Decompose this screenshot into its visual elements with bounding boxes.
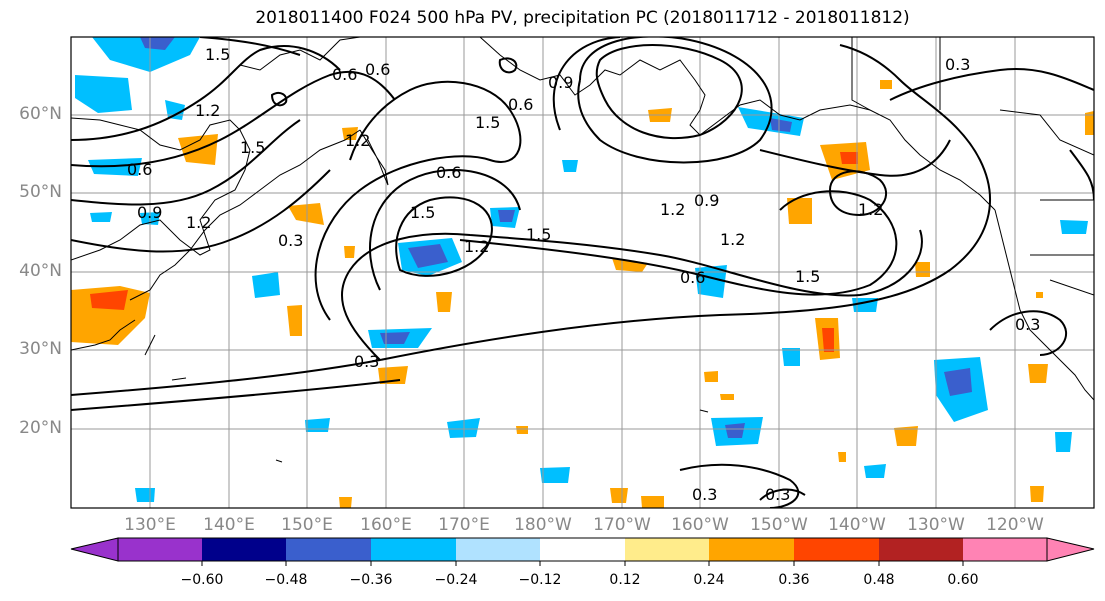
lat-label-60n: 60°N — [19, 104, 62, 124]
contour-label: 1.2 — [186, 213, 211, 232]
contour-label: 0.9 — [694, 191, 719, 210]
contour-labels: 1.5 0.6 0.6 1.5 1.2 0.3 1.2 1.5 0.6 0.9 … — [127, 45, 1040, 504]
contour-label: 0.9 — [548, 73, 573, 92]
precipitation-shading — [71, 37, 1094, 508]
colorbar-label: −0.48 — [264, 572, 308, 588]
contour-label: 0.6 — [680, 268, 705, 287]
colorbar-label: −0.36 — [349, 572, 393, 588]
lon-label-160w: 160°W — [671, 515, 729, 535]
contour-label: 1.5 — [475, 113, 500, 132]
colorbar — [70, 537, 1095, 566]
contour-label: 0.6 — [365, 60, 390, 79]
contour-label: 0.3 — [278, 231, 303, 250]
lon-label-170e: 170°E — [438, 515, 490, 535]
contour-label: 1.2 — [195, 101, 220, 120]
lat-label-30n: 30°N — [19, 339, 62, 359]
colorbar-label: 0.24 — [693, 572, 725, 588]
lon-label-120w: 120°W — [986, 515, 1044, 535]
graticule — [71, 37, 1094, 508]
lat-label-20n: 20°N — [19, 418, 62, 438]
colorbar-label: −0.24 — [434, 572, 478, 588]
contour-label: 0.3 — [945, 55, 970, 74]
lon-label-160e: 160°E — [360, 515, 412, 535]
contour-label: 1.2 — [720, 230, 745, 249]
colorbar-label: −0.12 — [518, 572, 562, 588]
contour-label: 1.5 — [205, 45, 230, 64]
contour-label: 1.2 — [345, 131, 370, 150]
contour-label: 0.3 — [1015, 315, 1040, 334]
lon-label-170w: 170°W — [593, 515, 651, 535]
map-frame — [70, 36, 1095, 509]
contour-label: 0.3 — [692, 485, 717, 504]
colorbar-label: 0.60 — [947, 572, 979, 588]
contour-label: 0.3 — [765, 485, 790, 504]
contour-label: 0.6 — [332, 65, 357, 84]
contour-label: 1.5 — [795, 267, 820, 286]
contour-label: 0.3 — [354, 352, 379, 371]
colorbar-extend-min — [70, 537, 119, 562]
contour-label: 1.2 — [660, 200, 685, 219]
contour-label: 1.2 — [464, 237, 489, 256]
contour-label: 1.2 — [858, 200, 883, 219]
colorbar-label: 0.12 — [609, 572, 641, 588]
lon-label-150w: 150°W — [750, 515, 808, 535]
lon-label-150e: 150°E — [281, 515, 333, 535]
colorbar-label: 0.48 — [863, 572, 895, 588]
contour-label: 0.6 — [508, 95, 533, 114]
pv-contours — [71, 37, 1094, 508]
contour-label: 0.6 — [127, 160, 152, 179]
colorbar-label: 0.36 — [778, 572, 810, 588]
lon-label-130w: 130°W — [907, 515, 965, 535]
lat-label-50n: 50°N — [19, 182, 62, 202]
lon-label-140w: 140°W — [828, 515, 886, 535]
lon-label-140e: 140°E — [203, 515, 255, 535]
colorbar-extend-max — [1046, 537, 1095, 562]
lon-label-130e: 130°E — [124, 515, 176, 535]
lon-label-180w: 180°W — [514, 515, 572, 535]
coastlines — [71, 37, 1094, 463]
lat-label-40n: 40°N — [19, 261, 62, 281]
colorbar-label: −0.60 — [180, 572, 224, 588]
map-title: 2018011400 F024 500 hPa PV, precipitatio… — [255, 8, 910, 28]
contour-label: 1.5 — [526, 225, 551, 244]
contour-label: 1.5 — [410, 203, 435, 222]
contour-label: 1.5 — [240, 138, 265, 157]
contour-label: 0.9 — [137, 203, 162, 222]
contour-label: 0.6 — [436, 163, 461, 182]
